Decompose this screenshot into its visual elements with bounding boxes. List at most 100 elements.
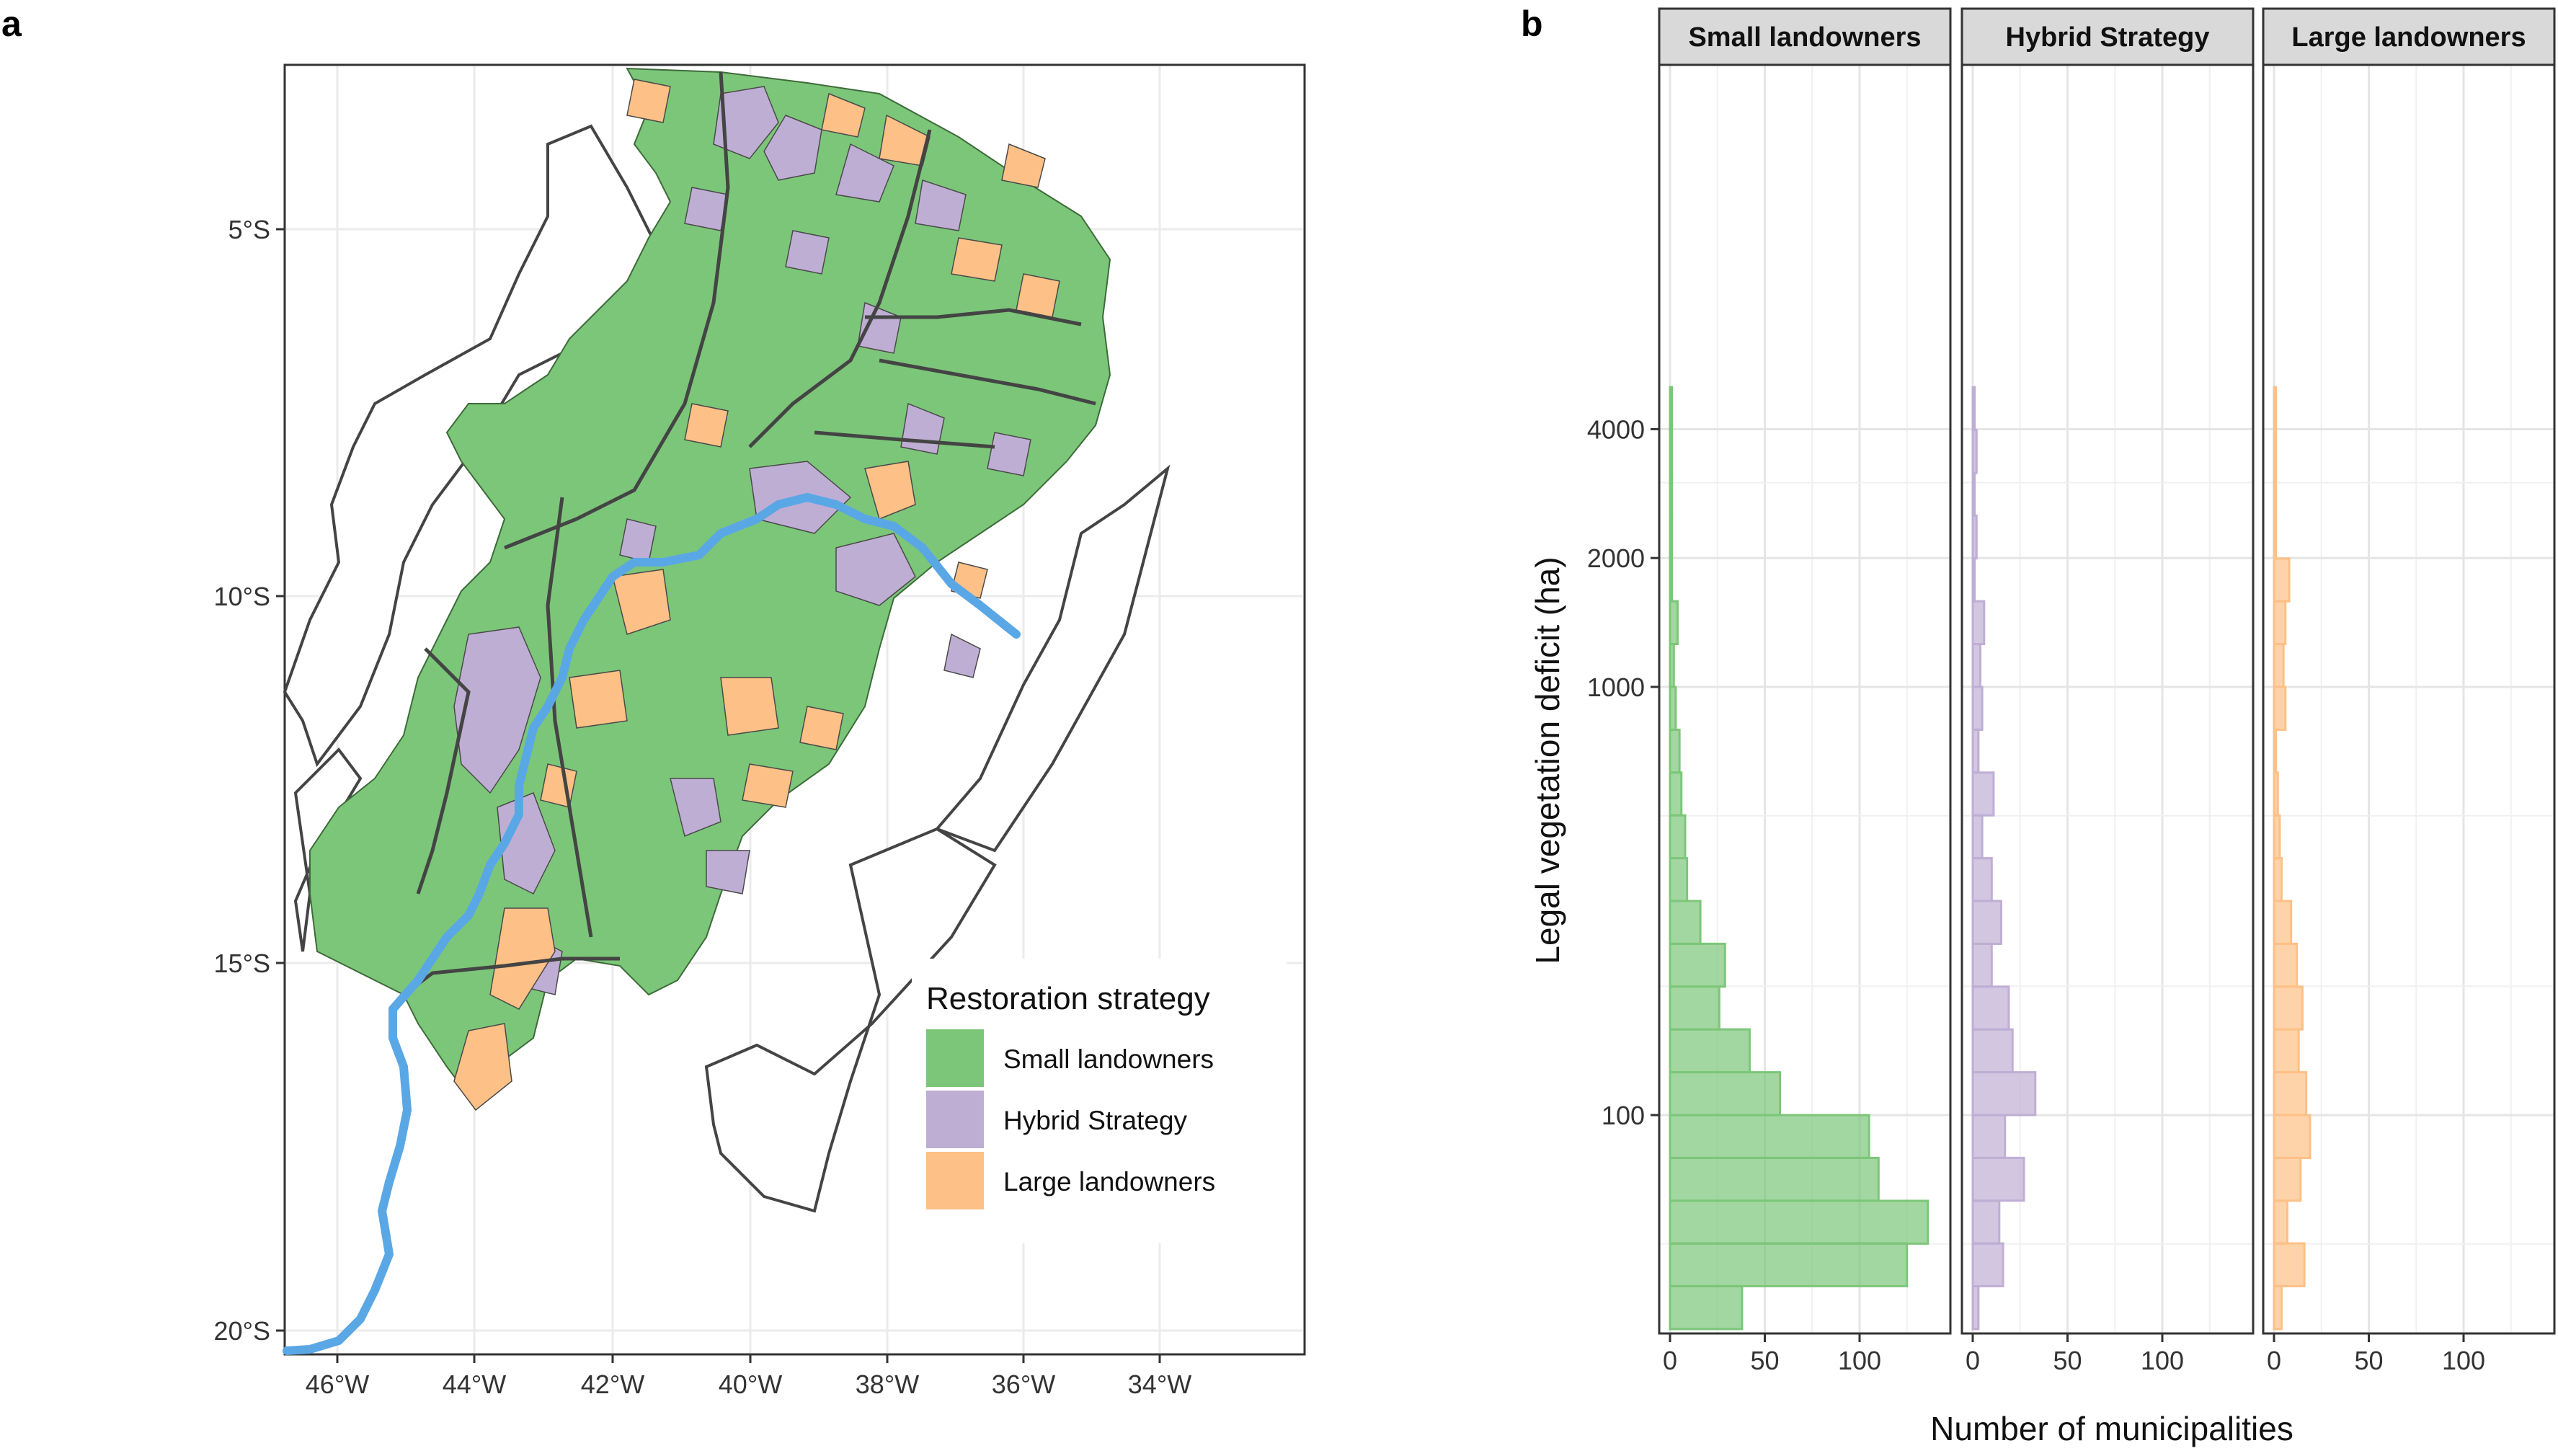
x-tick-label: 0	[2267, 1346, 2281, 1375]
map-x-tick-label: 42°W	[581, 1370, 644, 1399]
map-region-large-landowners	[453, 79, 1060, 1111]
histogram-bar	[1669, 685, 1677, 731]
histogram-bar	[1971, 1199, 2001, 1245]
facet-plot-area	[1962, 65, 2253, 1333]
histogram-bar	[1971, 386, 1976, 432]
histogram-bar	[1971, 600, 1986, 646]
histogram-bar	[1669, 1114, 1870, 1159]
histogram-bar	[1669, 643, 1675, 688]
legend-swatch-small-landowners	[926, 1029, 984, 1087]
histogram-bar	[1971, 1242, 2004, 1287]
histogram-bar	[1669, 1199, 1929, 1245]
y-tick-label: 2000	[1587, 543, 1645, 573]
histogram-bar	[2273, 643, 2285, 688]
histogram-bar	[1669, 1028, 1751, 1074]
histogram-bar	[1669, 557, 1674, 603]
histogram-bar	[1971, 429, 1978, 474]
state-outline-southwest	[293, 747, 363, 952]
map-x-tick-label: 46°W	[306, 1370, 369, 1399]
x-tick-label: 100	[2442, 1346, 2485, 1375]
histogram-bar	[2273, 900, 2293, 945]
legend-swatch-large-landowners	[926, 1152, 984, 1209]
histogram-bar	[1669, 1071, 1782, 1117]
histogram-bar	[1971, 643, 1982, 688]
map-x-tick-label: 44°W	[443, 1370, 506, 1399]
y-tick-label: 4000	[1587, 414, 1645, 444]
histogram-bar	[2273, 471, 2278, 517]
histogram-bar	[1971, 1114, 2007, 1159]
map-x-tick-label: 34°W	[1128, 1370, 1191, 1399]
histogram-bar	[1669, 900, 1702, 945]
legend-label-small-landowners: Small landowners	[1003, 1044, 1214, 1074]
x-tick-label: 100	[2141, 1346, 2184, 1375]
histogram-bar	[2273, 814, 2281, 860]
map-state-boundaries	[402, 71, 1096, 996]
map-y-tick-label: 20°S	[214, 1316, 270, 1346]
histogram-bar	[1971, 985, 2010, 1031]
histogram-bar	[1971, 514, 1978, 560]
x-tick-label: 0	[1663, 1346, 1677, 1375]
state-outline-southeast	[704, 827, 997, 1213]
histogram-bar	[1971, 1284, 1980, 1331]
histogram-bar	[1669, 942, 1726, 988]
histogram-bar	[2273, 985, 2304, 1031]
histogram-bar	[1971, 771, 1995, 817]
histogram-bar	[1971, 900, 2002, 945]
state-outline-east-coast	[934, 464, 1171, 853]
histogram-bar	[1971, 1071, 2037, 1117]
histogram-bar	[2273, 429, 2278, 474]
histogram-bar	[1669, 1242, 1909, 1287]
facet-plot-area	[2263, 65, 2554, 1333]
histogram-bar	[1669, 1284, 1744, 1331]
histogram-bar	[1971, 857, 1993, 902]
histogram-bar	[1971, 814, 1984, 860]
histogram-bar	[2273, 514, 2278, 560]
histogram-bar	[1971, 728, 1980, 774]
histogram-bar	[2273, 1156, 2302, 1202]
legend-label-large-landowners: Large landowners	[1003, 1167, 1215, 1197]
map-y-tick-label: 15°S	[214, 949, 270, 978]
legend-title: Restoration strategy	[926, 981, 1210, 1016]
x-tick-label: 0	[1966, 1346, 1980, 1375]
legend-label-hybrid-strategy: Hybrid Strategy	[1003, 1106, 1187, 1135]
map-river	[283, 493, 1021, 1355]
histogram-bar	[1669, 857, 1689, 902]
histogram-bar	[2273, 685, 2287, 731]
facet-frame	[2262, 63, 2556, 1335]
histogram-bar	[1971, 471, 1976, 517]
x-tick-label: 50	[2354, 1346, 2383, 1375]
facet-large-landowners: Large landowners 0 50 100	[2262, 7, 2556, 1375]
y-tick-label: 100	[1602, 1101, 1645, 1130]
histogram-bar	[2273, 1242, 2306, 1287]
histogram-bar	[1669, 728, 1681, 774]
map-axis-ticks	[276, 228, 1161, 1363]
facet-strip-label: Hybrid Strategy	[2006, 22, 2210, 53]
facet-hybrid-strategy: Hybrid Strategy 0 50 100	[1960, 7, 2255, 1375]
histogram-bar	[1669, 429, 1674, 474]
y-axis-title: Legal vegetation deficit (ha)	[1529, 556, 1566, 964]
panel-a-letter: a	[1, 4, 22, 44]
histogram-bar	[1971, 942, 1993, 988]
x-tick-label: 50	[2053, 1346, 2082, 1375]
histogram-bar	[2273, 857, 2283, 902]
map-panel: 46°W 44°W 42°W 40°W 38°W 36°W 34°W 5°S 1…	[214, 63, 1306, 1399]
y-tick-label: 1000	[1587, 672, 1645, 702]
histogram-bar	[2273, 600, 2287, 646]
histogram-bar	[1669, 814, 1687, 860]
histogram-bar	[1971, 557, 1976, 603]
histogram-facets: Small landowners 0 50 100 Hybrid Strategy 0 50…	[1587, 7, 2556, 1375]
histogram-bar	[1971, 1028, 2014, 1074]
panel-b-letter: b	[1521, 4, 1543, 44]
histogram-bar	[1669, 985, 1720, 1031]
histogram-bar	[2273, 1114, 2311, 1159]
facet-strip	[1658, 7, 1952, 66]
histogram-bar	[1971, 1156, 2025, 1202]
histogram-bar	[1669, 471, 1674, 517]
facet-frame	[1658, 63, 1952, 1335]
map-x-tick-label: 38°W	[856, 1370, 919, 1399]
histogram-bar	[1669, 771, 1683, 817]
histogram-bar	[2273, 1028, 2300, 1074]
histogram-bar	[1971, 685, 1984, 731]
histogram-bar	[2273, 386, 2278, 432]
map-x-tick-label: 36°W	[992, 1370, 1055, 1399]
